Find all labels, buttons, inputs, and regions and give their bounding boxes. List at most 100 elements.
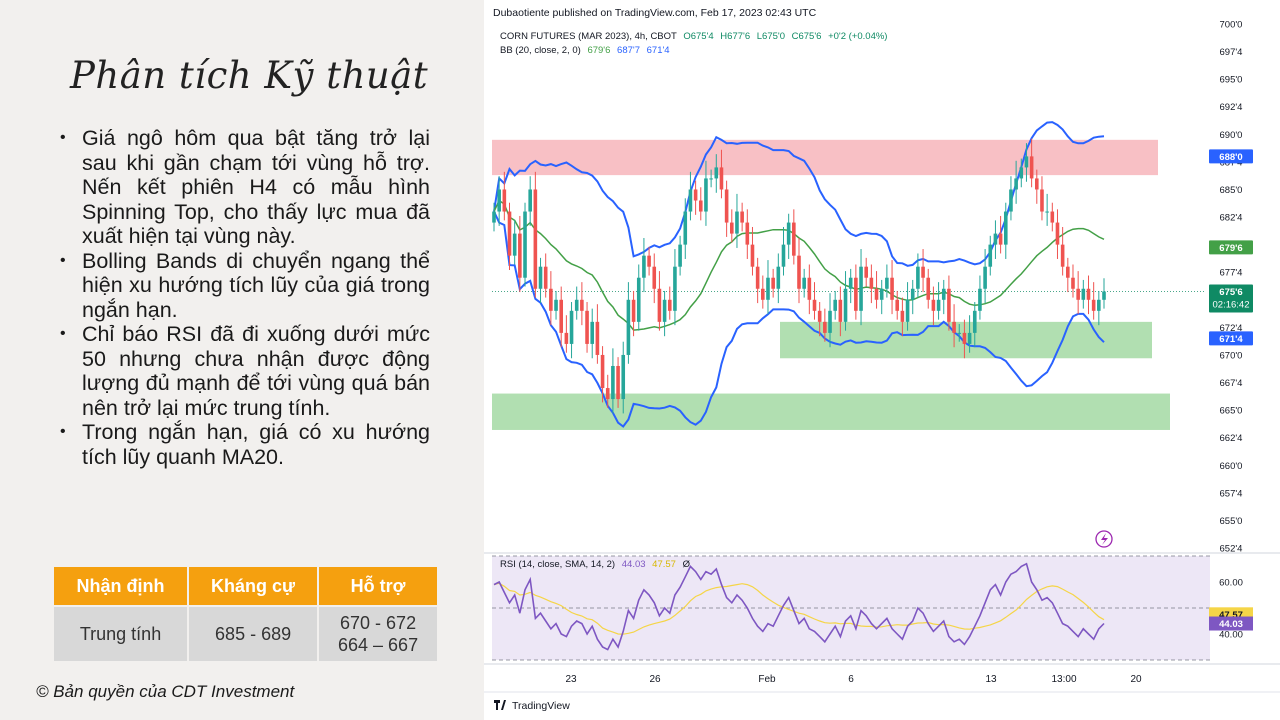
x-tick-label: Feb bbox=[758, 674, 776, 685]
candle-body bbox=[693, 189, 698, 201]
candle-body bbox=[988, 244, 993, 267]
candle-body bbox=[626, 299, 631, 355]
y-tick-label: 660'0 bbox=[1220, 461, 1243, 472]
support-zone bbox=[492, 393, 1170, 430]
candle-body bbox=[972, 310, 977, 333]
bb-upper-band bbox=[493, 121, 1105, 267]
rsi-price: 44.03 bbox=[1219, 619, 1243, 630]
candle-body bbox=[1060, 244, 1065, 267]
candle-body bbox=[585, 310, 589, 344]
cell-view: Trung tính bbox=[51, 605, 190, 663]
candle-body bbox=[802, 277, 806, 289]
copyright: © Bản quyền của CDT Investment bbox=[36, 682, 295, 701]
y-tick-label: 652'4 bbox=[1220, 544, 1243, 555]
candle-body bbox=[766, 277, 770, 300]
published-caption: Dubaotiente published on TradingView.com… bbox=[493, 7, 817, 19]
y-tick-label: 690'0 bbox=[1220, 130, 1243, 141]
cell-resistance: 685 - 689 bbox=[187, 605, 320, 663]
candle-body bbox=[1029, 156, 1034, 179]
candle-body bbox=[885, 277, 889, 289]
candle-body bbox=[755, 266, 760, 289]
bb-label: BB (20, close, 2, 0) bbox=[500, 45, 581, 56]
candle-body bbox=[962, 332, 967, 344]
candle-body bbox=[874, 288, 879, 300]
candle-body bbox=[1040, 189, 1044, 212]
candle-body bbox=[1055, 222, 1060, 245]
candle-body bbox=[926, 277, 931, 300]
candle-body bbox=[1009, 189, 1013, 212]
y-tick-label: 697'4 bbox=[1220, 47, 1243, 58]
candle-body bbox=[916, 266, 920, 289]
candle-body bbox=[978, 288, 982, 311]
lower-band-price-bg bbox=[1209, 331, 1253, 346]
candle-body bbox=[905, 299, 910, 322]
rsi-line bbox=[493, 562, 1105, 651]
candle-body bbox=[879, 288, 884, 300]
candle-body bbox=[941, 288, 946, 300]
ohlc-low: L675'0 bbox=[757, 31, 785, 42]
last-price-bg bbox=[1209, 284, 1253, 313]
candle-body bbox=[642, 255, 646, 278]
ohlc-open: O675'4 bbox=[683, 31, 713, 42]
candle-body bbox=[528, 189, 532, 212]
candle-body bbox=[947, 288, 951, 322]
ohlc-change: +0'2 (+0.04%) bbox=[828, 31, 887, 42]
candle-body bbox=[502, 189, 507, 212]
candle-body bbox=[745, 222, 750, 245]
candle-body bbox=[895, 299, 900, 311]
candle-body bbox=[957, 332, 962, 334]
bullet-item: Bolling Bands di chuyển ngang thể hiện x… bbox=[58, 249, 430, 323]
candle-body bbox=[554, 299, 558, 311]
tradingview-chart[interactable]: Dubaotiente published on TradingView.com… bbox=[484, 0, 1280, 720]
header-support: Hỗ trợ bbox=[317, 565, 439, 607]
candle-body bbox=[636, 277, 641, 322]
candle-body bbox=[859, 266, 863, 311]
bullet-item: Giá ngô hôm qua bật tăng trở lại sau khi… bbox=[58, 126, 430, 249]
candle-body bbox=[828, 310, 832, 333]
candle-body bbox=[967, 332, 972, 344]
y-tick-label: 677'4 bbox=[1220, 268, 1243, 279]
y-tick-label: 682'4 bbox=[1220, 213, 1243, 224]
bb-basis-value: 679'6 bbox=[587, 45, 610, 56]
x-tick-label: 13 bbox=[985, 674, 997, 685]
chart-svg[interactable]: Dubaotiente published on TradingView.com… bbox=[484, 0, 1280, 720]
candle-body bbox=[631, 299, 636, 322]
tradingview-logo: TradingView bbox=[494, 700, 570, 712]
candle-body bbox=[1066, 266, 1070, 278]
y-tick-label: 662'4 bbox=[1220, 433, 1243, 444]
candle-body bbox=[910, 288, 915, 300]
y-tick-label: 672'4 bbox=[1220, 323, 1243, 334]
candle-body bbox=[616, 365, 620, 400]
lower-band-price: 671'4 bbox=[1219, 334, 1243, 345]
candle-body bbox=[848, 277, 853, 289]
candle-body bbox=[900, 310, 905, 322]
y-tick-label: 670'0 bbox=[1220, 350, 1243, 361]
candle-body bbox=[709, 178, 713, 180]
candle-body bbox=[1034, 178, 1039, 190]
candle-body bbox=[580, 299, 584, 311]
candle-body bbox=[662, 299, 667, 322]
support-2: 664 – 667 bbox=[338, 635, 419, 655]
candle-body bbox=[1091, 299, 1096, 311]
bullet-item: Chỉ báo RSI đã đi xuống dưới mức 50 nhưn… bbox=[58, 322, 430, 420]
candle-body bbox=[838, 299, 843, 322]
x-tick-label: 23 bbox=[565, 674, 577, 685]
candle-body bbox=[993, 233, 998, 245]
candle-body bbox=[673, 266, 677, 311]
alert-icon[interactable] bbox=[1095, 530, 1113, 548]
rsi-extra: Ø bbox=[683, 559, 691, 570]
candle-body bbox=[574, 299, 579, 311]
footer-brand: TradingView bbox=[512, 700, 570, 712]
rsi-label: RSI (14, close, SMA, 14, 2) bbox=[500, 559, 615, 570]
y-tick-label: 700'0 bbox=[1220, 20, 1243, 31]
candle-body bbox=[1076, 288, 1080, 300]
symbol-name: CORN FUTURES (MAR 2023), 4h, CBOT bbox=[500, 31, 677, 42]
candle-body bbox=[890, 277, 894, 300]
candle-body bbox=[512, 233, 517, 256]
candle-body bbox=[921, 266, 925, 278]
candle-body bbox=[590, 321, 595, 344]
analysis-panel: Phân tích Kỹ thuật Giá ngô hôm qua bật t… bbox=[0, 0, 484, 720]
candle-body bbox=[1071, 277, 1075, 289]
candle-body bbox=[492, 211, 496, 223]
x-tick-label: 13:00 bbox=[1051, 674, 1076, 685]
